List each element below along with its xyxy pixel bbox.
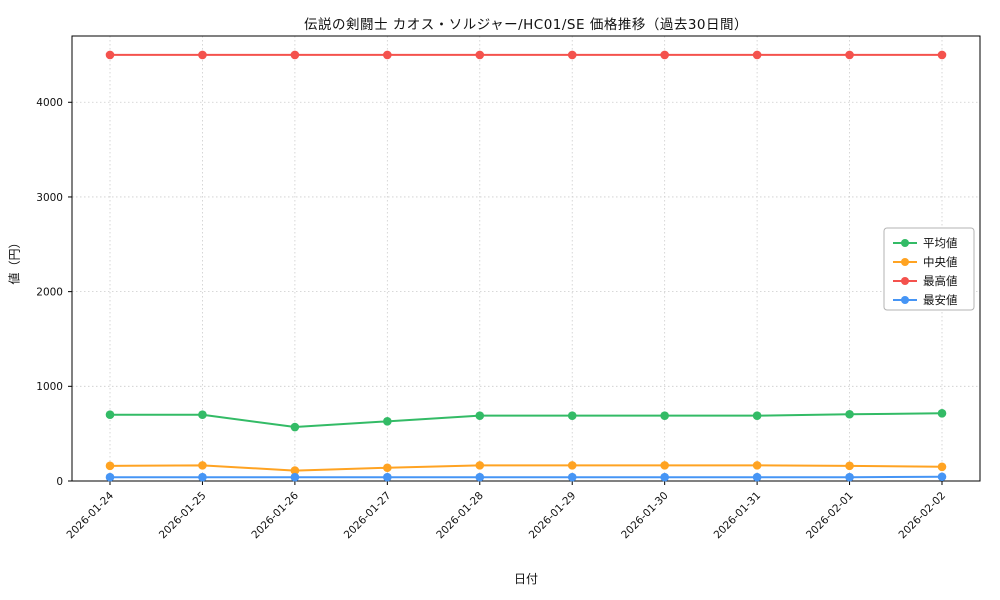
x-tick-label: 2026-01-27 xyxy=(342,490,394,542)
data-point xyxy=(105,50,115,60)
y-tick-label: 3000 xyxy=(36,192,63,204)
data-point xyxy=(845,472,854,482)
legend-marker xyxy=(901,296,909,304)
data-point xyxy=(105,472,115,482)
data-point xyxy=(290,422,300,432)
data-point xyxy=(845,461,854,471)
data-point xyxy=(567,50,577,60)
data-point xyxy=(383,50,392,60)
y-tick-label: 2000 xyxy=(36,286,63,298)
data-point xyxy=(290,472,300,482)
legend-label: 平均値 xyxy=(923,236,958,250)
data-point xyxy=(383,463,392,473)
x-tick-label: 2026-01-26 xyxy=(249,489,301,541)
data-point xyxy=(752,411,762,420)
series-line-平均値 xyxy=(110,412,943,429)
data-point xyxy=(290,466,300,475)
data-point xyxy=(567,411,577,420)
x-tick-label: 2026-01-29 xyxy=(527,490,579,542)
x-tick-label: 2026-01-30 xyxy=(619,490,671,542)
legend-label: 最安値 xyxy=(923,293,958,307)
data-point xyxy=(752,50,762,60)
legend-box xyxy=(883,227,975,311)
data-point xyxy=(105,410,115,420)
data-point xyxy=(937,462,947,472)
data-point xyxy=(198,50,207,60)
axes-spines xyxy=(71,35,981,482)
data-point xyxy=(660,472,669,482)
data-point xyxy=(567,472,577,482)
data-point xyxy=(660,50,669,60)
series-line-中央値 xyxy=(109,464,943,472)
legend-marker xyxy=(901,258,909,266)
data-point xyxy=(752,472,762,482)
data-point xyxy=(845,409,854,419)
data-point xyxy=(198,410,207,420)
y-axis-label: 値（円） xyxy=(7,236,22,285)
data-point xyxy=(475,461,485,470)
data-point xyxy=(475,411,485,420)
data-point xyxy=(105,461,115,471)
data-point xyxy=(937,50,947,60)
data-point xyxy=(567,461,577,470)
data-point xyxy=(845,50,854,60)
legend-marker xyxy=(901,239,909,247)
y-tick-label: 0 xyxy=(56,476,63,488)
x-tick-label: 2026-01-24 xyxy=(64,489,116,541)
data-point xyxy=(475,50,485,60)
y-tick-label: 1000 xyxy=(36,381,63,393)
data-point xyxy=(937,472,947,482)
data-point xyxy=(383,417,392,426)
data-point xyxy=(660,461,669,470)
x-tick-label: 2026-02-02 xyxy=(896,490,948,542)
x-tick-label: 2026-02-01 xyxy=(804,490,856,542)
legend-marker xyxy=(901,277,909,285)
x-axis-label: 日付 xyxy=(513,572,538,586)
x-tick-label: 2026-01-25 xyxy=(157,490,209,542)
chart-title: 伝説の剣闘士 カオス・ソルジャー/HC01/SE 価格推移（過去30日間） xyxy=(303,17,749,33)
data-point xyxy=(752,461,762,470)
data-point xyxy=(383,472,392,482)
data-point xyxy=(660,411,669,420)
data-point xyxy=(198,472,207,482)
data-point xyxy=(937,409,947,418)
legend-label: 最高値 xyxy=(923,274,958,288)
y-tick-label: 4000 xyxy=(36,97,63,109)
x-tick-label: 2026-01-31 xyxy=(712,490,764,542)
data-point xyxy=(290,50,300,60)
data-point xyxy=(475,472,485,482)
legend-label: 中央値 xyxy=(923,255,958,269)
x-tick-label: 2026-01-28 xyxy=(434,490,486,542)
data-point xyxy=(198,461,207,470)
